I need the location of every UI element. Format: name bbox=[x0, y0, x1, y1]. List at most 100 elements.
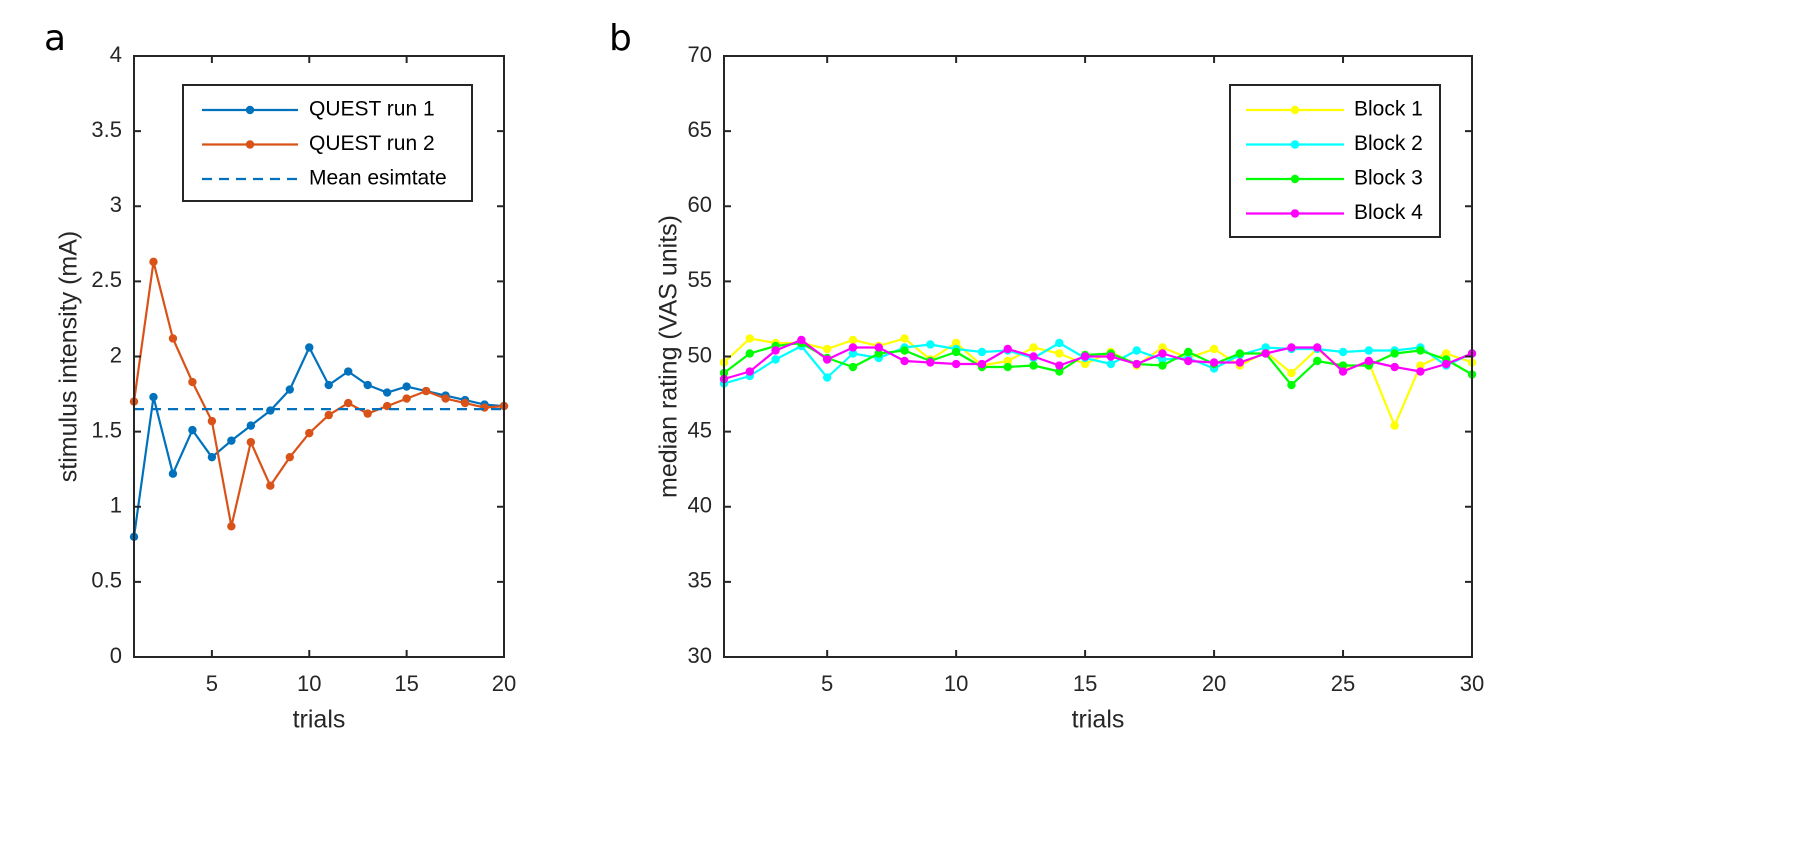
panel-b-series-1-point bbox=[848, 335, 858, 345]
panel-a-ytick-label: 1 bbox=[110, 493, 122, 518]
panel-a-xtick-label: 5 bbox=[206, 671, 218, 696]
panel-b-chart: b 30 35 40 45 50 55 60 65 70 5 10 15 20 25 30 trials medi… bbox=[609, 18, 1484, 734]
panel-a-series-2-point bbox=[168, 334, 178, 343]
panel-a-series-1-point bbox=[168, 469, 178, 478]
panel-b-series-2-point bbox=[822, 373, 832, 382]
panel-a-series-2-point bbox=[324, 410, 333, 420]
panel-b-series-4-point bbox=[926, 358, 935, 367]
panel-b-series-3-point bbox=[1184, 347, 1193, 357]
panel-b-series-2-point bbox=[1364, 346, 1374, 355]
panel-b-series-3-point bbox=[874, 349, 883, 358]
panel-a-series-2-point bbox=[480, 403, 489, 412]
panel-b-ytick-label: 70 bbox=[688, 42, 712, 67]
panel-a-ytick-label: 0.5 bbox=[91, 568, 122, 593]
panel-b-series-3-point bbox=[1287, 380, 1296, 390]
panel-a-series-2-point bbox=[285, 452, 294, 462]
panel-a-series-1-point bbox=[188, 425, 197, 435]
panel-b-series-1-point bbox=[1029, 343, 1038, 352]
panel-b-y-axis-label: median rating (VAS units) bbox=[655, 215, 683, 498]
panel-a-chart: a 0 0.5 1 1.5 2 2.5 3 3.5 4 5 10 15 20 trials stimulus … bbox=[44, 18, 516, 734]
panel-b-series-1-point bbox=[1209, 344, 1219, 354]
panel-a-series-1-point bbox=[246, 421, 256, 430]
panel-b-series-2-point bbox=[1106, 359, 1116, 369]
panel-b-series-4-point bbox=[900, 356, 909, 366]
panel-b-series-3-point bbox=[1029, 361, 1038, 370]
panel-a-series-2-point bbox=[246, 437, 256, 447]
panel-a-series-1-point bbox=[266, 406, 275, 415]
panel-a-legend-box bbox=[182, 84, 473, 202]
panel-b-legend-marker-1 bbox=[1290, 105, 1300, 115]
panel-b-series-4-point bbox=[745, 367, 754, 376]
panel-a-ytick-label: 3 bbox=[110, 192, 122, 217]
panel-b-series-1-point bbox=[745, 334, 754, 343]
panel-b-series-1-point bbox=[1390, 421, 1399, 430]
panel-b-series-4-point bbox=[977, 359, 987, 369]
panel-b-x-axis-label: trials bbox=[1072, 706, 1125, 734]
panel-b-legend-marker-4 bbox=[1290, 209, 1300, 218]
panel-a-ytick-label: 3.5 bbox=[91, 117, 122, 142]
panel-a-series-1-point bbox=[402, 382, 411, 391]
panel-b-ytick-label: 45 bbox=[688, 417, 712, 442]
panel-a-series-2-point bbox=[460, 398, 470, 408]
panel-b-ytick-label: 30 bbox=[688, 643, 712, 668]
panel-a-legend-marker-1 bbox=[245, 105, 255, 115]
panel-b-series-3-point bbox=[900, 346, 909, 355]
panel-b-series-4-point bbox=[1209, 358, 1219, 367]
panel-a-series-2-point bbox=[421, 386, 431, 396]
panel-a-xtick-label: 10 bbox=[297, 671, 321, 696]
panel-b-series-4-point bbox=[1338, 367, 1348, 376]
panel-a-legend-label-1: QUEST run 1 bbox=[309, 98, 435, 121]
panel-b-series-4-point bbox=[1364, 356, 1374, 366]
panel-b-series-4-point bbox=[822, 355, 832, 364]
panel-b-series-3-point bbox=[1338, 361, 1348, 370]
panel-b-series-1-point bbox=[1003, 356, 1012, 366]
panel-b-series-3-point bbox=[1235, 349, 1245, 358]
panel-a-ytick-label: 0 bbox=[110, 643, 122, 668]
panel-a-ytick-label: 4 bbox=[110, 42, 122, 67]
panel-b-series-4-point bbox=[1184, 356, 1193, 366]
panel-b-series-4-point bbox=[1132, 359, 1141, 369]
panel-b-series-4-point bbox=[1080, 352, 1090, 361]
panel-b-series-4-point bbox=[1313, 343, 1322, 352]
panel-b-series-4-point bbox=[1390, 362, 1399, 372]
panel-b-series-2-point bbox=[771, 355, 780, 364]
panel-b-xtick-label: 25 bbox=[1331, 671, 1355, 696]
panel-b-series-4-point bbox=[848, 343, 858, 352]
panel-b-series-1-point bbox=[1080, 359, 1090, 369]
panel-a-series-2-point bbox=[149, 257, 158, 267]
panel-b-legend-label-4: Block 4 bbox=[1354, 201, 1423, 224]
panel-b-ytick-label: 50 bbox=[688, 342, 712, 367]
panel-b-series-4-point bbox=[1003, 344, 1012, 354]
panel-b-series-1-point bbox=[900, 334, 909, 343]
panel-b-series-2-point bbox=[848, 349, 858, 358]
panel-b-series-4-point bbox=[1029, 352, 1038, 361]
panel-b-series-1-point bbox=[1055, 349, 1064, 358]
panel-a-series-2-point bbox=[441, 394, 450, 403]
panel-b-series-4-line bbox=[723, 338, 1473, 381]
panel-b-legend-label-3: Block 3 bbox=[1354, 167, 1423, 190]
panel-b-series-4-point bbox=[1235, 358, 1245, 367]
panel-b-xtick-label: 5 bbox=[821, 671, 833, 696]
panel-b-series-2-line bbox=[723, 341, 1473, 385]
panel-b-legend-label-1: Block 1 bbox=[1354, 98, 1423, 121]
panel-a-xtick-label: 15 bbox=[394, 671, 418, 696]
panel-b-legend-label-2: Block 2 bbox=[1354, 132, 1423, 155]
panel-a-series-2-point bbox=[188, 377, 197, 387]
panel-b-series-3-line bbox=[723, 341, 1473, 387]
panel-a-series-1-point bbox=[382, 388, 392, 397]
panel-a-series-1-point bbox=[344, 367, 353, 376]
panel-b-ytick-label: 40 bbox=[688, 493, 712, 518]
panel-b-letter: b bbox=[609, 18, 632, 59]
panel-b-ytick-label: 55 bbox=[688, 267, 712, 292]
panel-a-series-1-point bbox=[305, 343, 314, 352]
panel-a-series-1-point bbox=[227, 436, 236, 445]
panel-b-series-4-point bbox=[1055, 361, 1064, 370]
panel-b-series-4-point bbox=[771, 346, 780, 355]
panel-b-series-4-point bbox=[874, 343, 883, 352]
panel-b-xtick-label: 10 bbox=[944, 671, 968, 696]
panel-b-series-2-point bbox=[977, 347, 987, 357]
panel-b-series-4-point bbox=[1442, 359, 1451, 369]
panel-b-ytick-label: 60 bbox=[688, 192, 712, 217]
panel-a-y-axis-label: stimulus intensity (mA) bbox=[55, 231, 83, 482]
panel-a-legend-marker-2 bbox=[245, 140, 255, 149]
